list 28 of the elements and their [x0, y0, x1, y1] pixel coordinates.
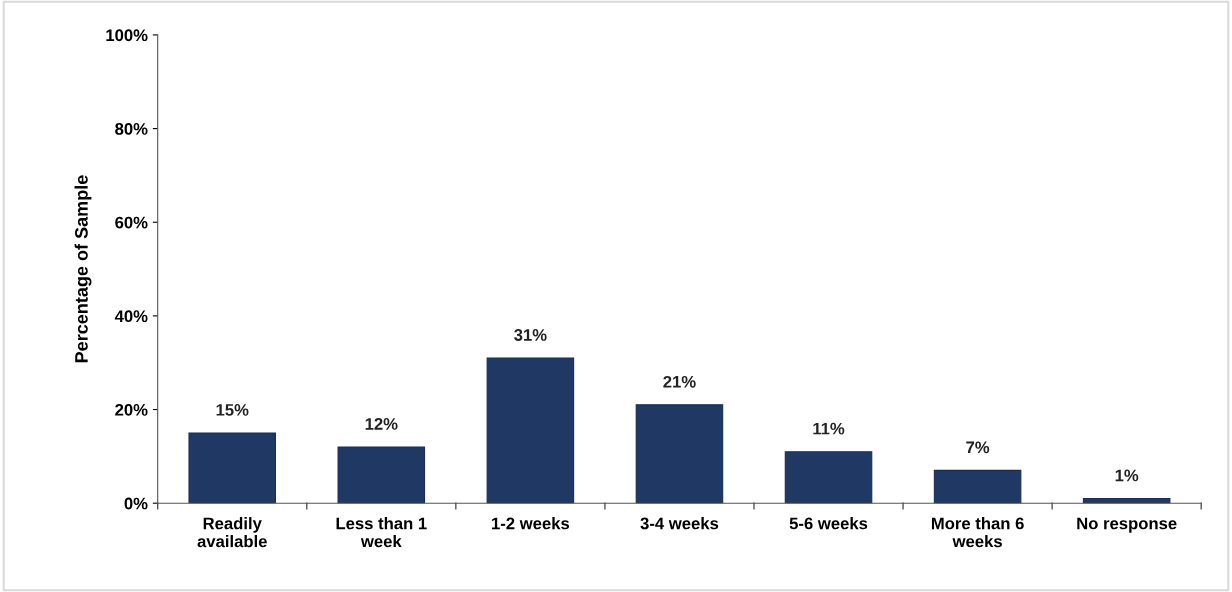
- y-tick-label: 20%: [115, 403, 148, 416]
- bar: [486, 357, 575, 504]
- data-label: 15%: [216, 404, 249, 416]
- x-tick-label: Readily available: [197, 517, 267, 548]
- x-tick-label: More than 6 weeks: [931, 517, 1024, 548]
- data-label: 11%: [813, 422, 845, 435]
- data-label: 21%: [663, 375, 696, 388]
- bar: [1082, 497, 1171, 504]
- y-tick-label: 40%: [114, 310, 148, 323]
- bar: [784, 451, 873, 504]
- bar: [635, 404, 724, 504]
- x-tick-label: 3-4 weeks: [640, 517, 719, 530]
- x-tick-label: 5-6 weeks: [789, 517, 868, 530]
- y-tick-label: 100%: [106, 29, 148, 42]
- data-label: 31%: [514, 329, 547, 341]
- bar: [933, 469, 1022, 504]
- x-tick-label: No response: [1077, 517, 1177, 533]
- y-tick-label: 0%: [124, 497, 148, 510]
- data-label: 12%: [365, 418, 398, 430]
- y-tick-label: 80%: [115, 122, 148, 135]
- data-label: 7%: [966, 441, 990, 454]
- y-axis-title: Percentage of Sample: [74, 175, 92, 363]
- x-tick-label: 1-2 weeks: [492, 517, 570, 530]
- x-tick-label: Less than 1 week: [336, 517, 427, 548]
- data-label: 1%: [1115, 469, 1139, 482]
- bar: [337, 446, 426, 504]
- bar: [188, 432, 277, 504]
- y-tick-label: 60%: [115, 216, 148, 229]
